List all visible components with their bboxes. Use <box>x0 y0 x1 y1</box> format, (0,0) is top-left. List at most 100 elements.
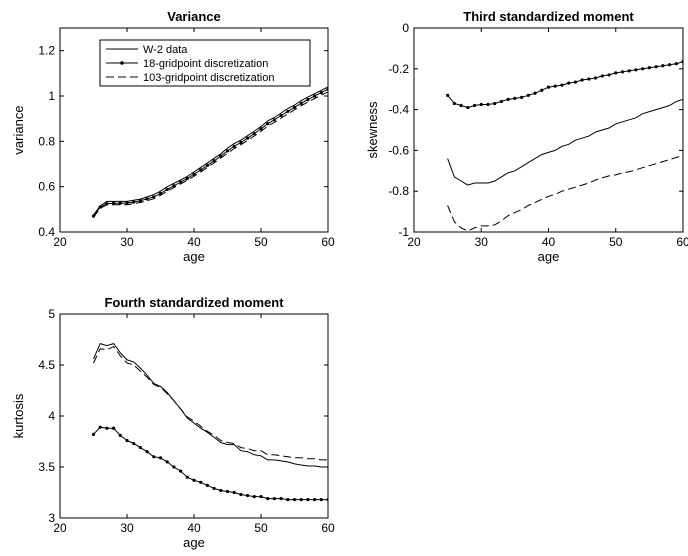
legend-label: 18-gridpoint discretization <box>143 58 268 70</box>
kurtosis-data-point <box>179 469 183 473</box>
variance-xtick-label: 50 <box>254 235 268 249</box>
skewness-data-point <box>499 99 504 104</box>
kurtosis-ytick-label: 3 <box>48 511 55 525</box>
kurtosis-xtick-label: 60 <box>321 521 335 535</box>
skewness-data-point <box>479 102 483 107</box>
kurtosis-ytick-label: 4.5 <box>38 358 55 372</box>
skewness-data-point <box>546 85 551 89</box>
variance-data-point <box>219 154 223 158</box>
skewness-data-point <box>587 77 591 81</box>
kurtosis-data-point <box>232 490 236 495</box>
kurtosis-data-point <box>165 460 169 464</box>
variance-data-point <box>145 197 149 201</box>
skewness-data-point <box>560 83 564 87</box>
skewness-xtick-label: 40 <box>542 235 556 249</box>
variance-xtick-label: 30 <box>120 235 134 249</box>
kurtosis-data-point <box>138 446 142 450</box>
skewness-data-point <box>627 69 631 73</box>
skewness-data-point <box>580 78 584 82</box>
kurtosis-data-point <box>145 450 149 454</box>
variance-yaxis-label: variance <box>11 105 26 154</box>
skewness-data-point <box>486 102 490 107</box>
skewness-data-point <box>567 81 571 85</box>
skewness-data-point <box>459 103 463 108</box>
variance-xaxis-label: age <box>183 249 205 264</box>
kurtosis-data-point <box>185 475 189 479</box>
skewness-series-dashed <box>447 155 683 232</box>
variance-data-point <box>246 136 250 140</box>
legend-label: W-2 data <box>143 44 188 56</box>
skewness-data-point <box>506 97 510 101</box>
kurtosis-data-point <box>199 480 203 484</box>
skewness-data-point <box>634 68 638 72</box>
skewness-data-point <box>607 73 611 77</box>
variance-chart-title: Variance <box>167 9 221 24</box>
kurtosis-data-point <box>105 426 109 430</box>
skewness-data-point <box>674 62 678 66</box>
kurtosis-data-point <box>252 494 256 499</box>
skewness-xtick-label: 20 <box>407 235 421 249</box>
kurtosis-data-point <box>98 425 102 429</box>
kurtosis-data-point <box>279 497 283 501</box>
variance-data-point <box>313 94 317 98</box>
skewness-ytick-label: -0.4 <box>388 103 409 117</box>
kurtosis-data-point <box>272 497 276 501</box>
kurtosis-data-point <box>319 498 323 502</box>
kurtosis-data-point <box>259 494 263 499</box>
skewness-data-point <box>493 101 497 106</box>
kurtosis-data-point <box>225 489 230 494</box>
kurtosis-data-point <box>306 498 310 502</box>
variance-data-point <box>266 122 270 126</box>
skewness-data-point <box>641 67 645 71</box>
variance-data-point <box>319 91 323 95</box>
kurtosis-data-point <box>192 478 196 482</box>
kurtosis-ytick-label: 4 <box>48 409 55 423</box>
variance-data-point <box>286 109 290 114</box>
variance-data-point <box>172 184 176 188</box>
kurtosis-data-point <box>118 433 122 437</box>
variance-ytick-label: 1 <box>48 89 55 103</box>
variance-data-point <box>192 172 196 176</box>
kurtosis-data-point <box>158 456 163 460</box>
variance-data-point <box>212 159 216 163</box>
variance-data-point <box>132 200 136 204</box>
skewness-chart-title: Third standardized moment <box>463 9 634 24</box>
skewness-ytick-label: -0.8 <box>388 184 409 198</box>
variance-panel: Variance 20 30 40 50 60 0.4 0.6 0.8 1 1.2 age varian… <box>11 9 335 264</box>
variance-data-point <box>279 113 283 118</box>
kurtosis-xtick-label: 40 <box>187 521 201 535</box>
skewness-data-point <box>520 95 524 99</box>
kurtosis-yaxis-label: kurtosis <box>11 393 26 438</box>
skewness-data-point <box>472 103 477 108</box>
kurtosis-data-point <box>212 486 216 491</box>
variance-data-point <box>199 168 203 172</box>
skewness-panel: Third standardized moment 20 30 40 50 60 -1 -0.… <box>365 9 688 264</box>
skewness-data-point <box>513 96 517 100</box>
variance-data-point <box>185 176 189 181</box>
variance-axes-frame <box>59 27 329 233</box>
kurtosis-data-point <box>205 483 209 487</box>
skewness-ytick-label: -1 <box>398 225 409 239</box>
kurtosis-ytick-label: 3.5 <box>38 460 55 474</box>
variance-data-point <box>259 127 263 131</box>
skewness-data-point <box>466 105 470 110</box>
kurtosis-chart-title: Fourth standardized moment <box>104 295 284 310</box>
skewness-data-point <box>533 91 537 95</box>
kurtosis-xaxis-label: age <box>183 535 205 550</box>
skewness-ytick-label: 0 <box>402 21 409 35</box>
kurtosis-data-point <box>266 497 270 501</box>
kurtosis-data-point <box>219 488 223 493</box>
variance-data-point <box>205 163 209 167</box>
variance-xtick-label: 40 <box>187 235 201 249</box>
kurtosis-data-point <box>292 498 297 502</box>
skewness-data-point <box>600 74 604 78</box>
kurtosis-data-point <box>286 498 290 502</box>
skewness-yaxis-label: skewness <box>365 101 380 159</box>
variance-data-point <box>232 144 236 148</box>
kurtosis-data-point <box>132 441 136 446</box>
skewness-data-point <box>620 70 625 74</box>
skewness-data-point <box>526 93 530 97</box>
kurtosis-data-point <box>313 498 317 502</box>
kurtosis-data-point <box>299 498 303 502</box>
kurtosis-data-point <box>152 455 156 459</box>
